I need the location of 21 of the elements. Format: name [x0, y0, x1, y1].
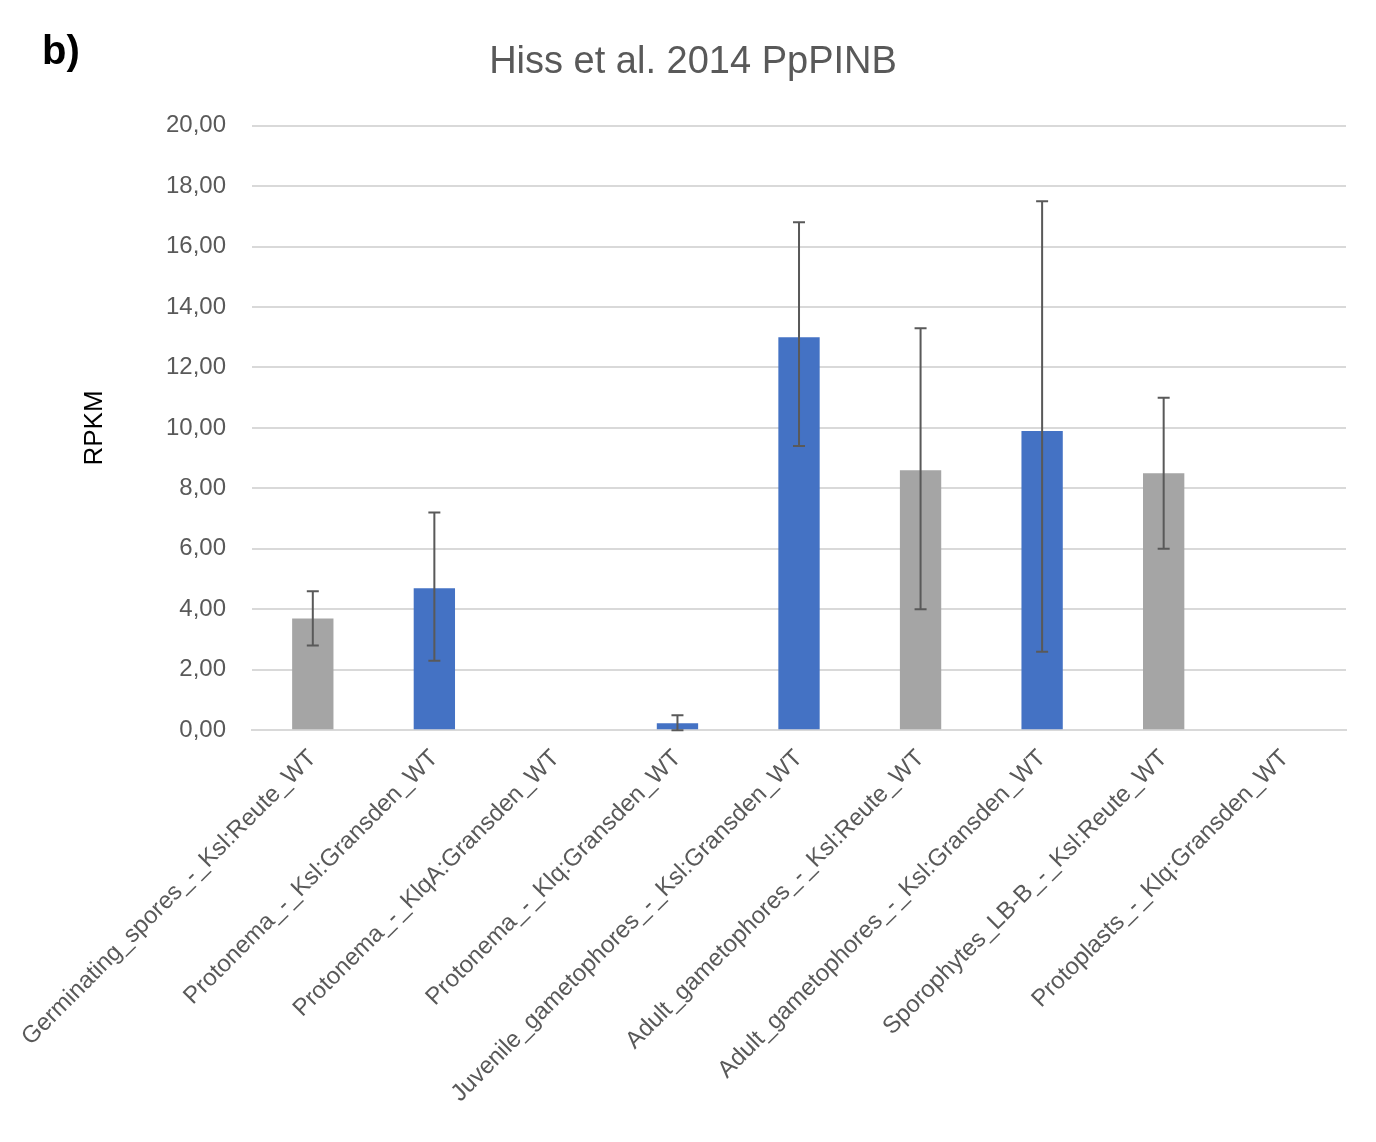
- y-tick-label: 10,00: [165, 412, 227, 440]
- y-tick-label: 20,00: [165, 110, 227, 138]
- y-tick-label: 4,00: [179, 593, 227, 621]
- y-tick-label: 0,00: [179, 714, 227, 742]
- y-tick-label: 8,00: [179, 473, 227, 501]
- y-axis-title: RPKM: [77, 390, 108, 466]
- y-tick-label: 16,00: [165, 231, 227, 259]
- bar: [413, 588, 456, 730]
- y-tick-label: 12,00: [165, 352, 227, 380]
- bar: [1143, 473, 1185, 730]
- y-tick-label: 14,00: [165, 291, 227, 319]
- chart-title: Hiss et al. 2014 PpPINB: [489, 39, 897, 82]
- y-tick-label: 6,00: [179, 533, 227, 561]
- bar: [1021, 430, 1063, 730]
- bar: [899, 470, 942, 730]
- y-tick-label: 2,00: [179, 654, 227, 682]
- bar: [778, 337, 820, 730]
- text: b): [42, 28, 80, 73]
- y-tick-label: 18,00: [165, 170, 227, 198]
- bar: [656, 723, 699, 730]
- bar: [292, 618, 334, 730]
